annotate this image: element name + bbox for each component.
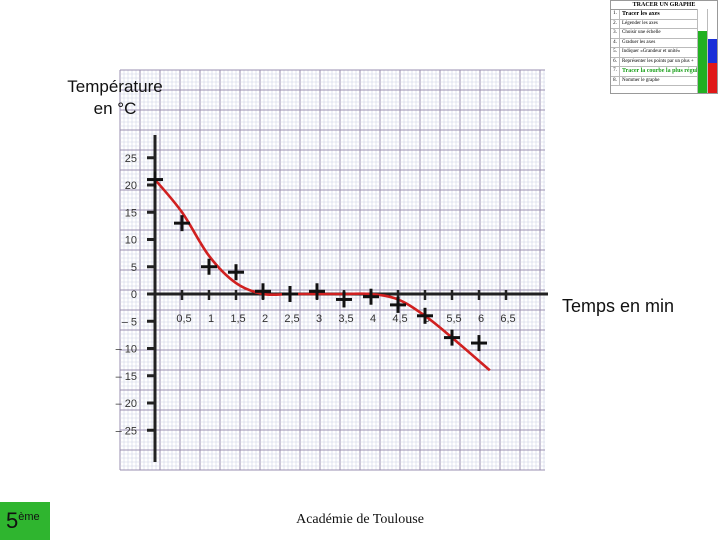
checklist-item-text: Indiquer «Grandeur et unité» <box>622 49 681 54</box>
checklist-item-number: 7. <box>611 67 620 76</box>
checklist-item: 1. Tracer les axes <box>611 10 717 20</box>
checklist-item: 6. Représenter les points par un plus + <box>611 57 717 67</box>
checklist-item-text: Choisir une échelle <box>622 30 661 35</box>
y-tick-label: 0 <box>131 289 137 301</box>
checklist-item: 2. Légender les axes <box>611 19 717 29</box>
x-tick-label: 1,5 <box>230 313 245 325</box>
checklist-item-text: Légender les axes <box>622 20 658 26</box>
checklist-item: 3. Choisir une échelle <box>611 29 717 39</box>
data-point-plus <box>201 258 217 275</box>
checklist-item-number: 5. <box>611 48 620 57</box>
checklist-rows: 1. Tracer les axes 2. Légender les axes 3. Ch… <box>611 10 717 86</box>
checklist-item-text: Représenter les points par un plus + <box>622 58 694 64</box>
data-point-plus <box>390 296 406 313</box>
points-layer <box>147 171 487 352</box>
checklist-item-number: 2. <box>611 19 620 28</box>
grade-suffix: ème <box>18 511 40 523</box>
x-tick-label: 0,5 <box>176 313 191 325</box>
data-point-plus <box>444 329 460 346</box>
x-tick-label: 3,5 <box>338 313 353 325</box>
x-tick-label: 2,5 <box>284 313 299 325</box>
data-point-plus <box>417 307 433 324</box>
grid-layer <box>119 69 545 471</box>
tick-labels-layer: 25 20 15 10 5 0 – 5 – 10 – 15 – 20 – 25 0,5 1 1,5 2 2,5… <box>116 153 516 438</box>
data-point-plus <box>255 283 271 300</box>
x-tick-label: 4,5 <box>392 313 407 325</box>
grade-badge: 5ème <box>0 502 50 540</box>
checklist-mark-column <box>697 9 707 93</box>
x-tick-label: 3 <box>316 313 322 325</box>
footer-credit: Académie de Toulouse <box>296 512 424 527</box>
checklist-item: 7. Tracer la courbe la plus régulière <box>611 67 717 77</box>
x-tick-label: 2 <box>262 313 268 325</box>
x-tick-label: 4 <box>370 313 376 325</box>
y-tick-label: – 15 <box>116 371 137 383</box>
y-tick-label: – 10 <box>116 344 137 356</box>
y-axis-label-line2: en °C <box>93 99 137 118</box>
y-tick-label: 25 <box>125 153 137 165</box>
y-tick-label: – 5 <box>122 316 137 328</box>
data-point-plus <box>363 288 379 305</box>
data-point-plus <box>309 283 325 300</box>
checklist-item-number: 3. <box>611 29 620 38</box>
y-tick-label: – 20 <box>116 398 137 410</box>
graph-checklist: TRACER UN GRAPHE 1. Tracer les axes 2. Lége… <box>610 0 718 94</box>
y-axis-label: Température en °C <box>40 76 190 120</box>
grade-number: 5 <box>6 508 19 533</box>
checklist-item-text: Nommer le graphe <box>622 77 660 83</box>
x-tick-label: 5,5 <box>446 313 461 325</box>
checklist-item-number: 1. <box>611 10 620 19</box>
y-tick-label: 10 <box>125 235 137 247</box>
data-point-plus <box>471 335 487 352</box>
data-point-plus <box>228 264 244 281</box>
y-tick-label: 20 <box>125 180 137 192</box>
checklist-item-text: Tracer la courbe la plus régulière <box>622 68 708 74</box>
checklist-item: 4. Graduer les axes <box>611 38 717 48</box>
checklist-item-number: 4. <box>611 38 620 47</box>
checklist-item: 5. Indiquer «Grandeur et unité» <box>611 48 717 58</box>
checklist-item: 8. Nommer le graphe <box>611 76 717 86</box>
checklist-item-number: 6. <box>611 57 620 66</box>
y-tick-label: – 25 <box>116 425 137 437</box>
checklist-item-number: 8. <box>611 76 620 85</box>
checklist-mark-column <box>707 9 717 93</box>
data-point-plus <box>147 171 163 188</box>
checklist-item-text: Tracer les axes <box>622 11 660 17</box>
y-tick-label: 5 <box>131 262 137 274</box>
data-point-plus <box>282 286 298 302</box>
checklist-title: TRACER UN GRAPHE <box>611 1 717 10</box>
y-axis-label-line1: Température <box>67 77 163 96</box>
x-tick-label: 6 <box>478 313 484 325</box>
x-tick-label: 1 <box>208 313 214 325</box>
y-tick-label: 15 <box>125 207 137 219</box>
data-point-plus <box>336 291 352 308</box>
data-point-plus <box>174 215 190 232</box>
checklist-color-marks <box>697 9 717 93</box>
x-tick-label: 5 <box>424 313 430 325</box>
x-axis-label: Temps en min <box>562 296 675 316</box>
x-tick-label: 6,5 <box>500 313 515 325</box>
checklist-item-text: Graduer les axes <box>622 39 656 45</box>
